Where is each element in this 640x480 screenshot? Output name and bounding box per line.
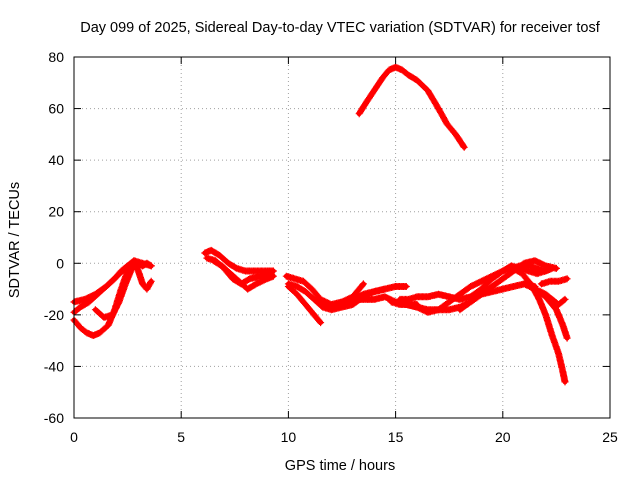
series-trace-5 xyxy=(201,246,277,275)
x-tick-label: 20 xyxy=(495,429,511,445)
x-tick-label: 5 xyxy=(177,429,185,445)
chart-title: Day 099 of 2025, Sidereal Day-to-day VTE… xyxy=(80,20,600,36)
data-series xyxy=(70,63,571,386)
y-tick-label: 20 xyxy=(48,204,64,220)
y-axis-label: SDTVAR / TECUs xyxy=(7,182,23,298)
series-trace-18 xyxy=(510,264,569,386)
x-tick-label: 15 xyxy=(388,429,404,445)
series-trace-7 xyxy=(209,257,277,293)
series-trace-10 xyxy=(284,283,325,327)
y-tick-label: 0 xyxy=(56,255,64,271)
y-tick-label: -40 xyxy=(44,358,64,374)
series-trace-21 xyxy=(537,275,571,288)
x-axis-label: GPS time / hours xyxy=(285,458,395,474)
series-markers xyxy=(537,275,571,288)
series-markers xyxy=(284,283,325,327)
series-trace-4 xyxy=(91,259,155,321)
x-tick-label: 0 xyxy=(70,429,78,445)
grid-lines xyxy=(74,57,610,418)
series-trace-13 xyxy=(355,63,468,151)
y-tick-label: -60 xyxy=(44,410,64,426)
series-markers xyxy=(531,285,569,308)
y-tick-label: 40 xyxy=(48,152,64,168)
series-markers xyxy=(201,246,277,275)
x-tick-label: 10 xyxy=(281,429,297,445)
plot-frame xyxy=(73,56,611,419)
series-markers xyxy=(355,63,468,151)
series-markers xyxy=(209,257,277,293)
x-tick-label: 25 xyxy=(602,429,618,445)
y-tick-label: -20 xyxy=(44,307,64,323)
series-markers xyxy=(91,259,155,321)
axis-ticks xyxy=(73,56,611,419)
axis-tick-labels: 0 5 10 15 20 25 -60 -40 -20 0 20 40 60 80 xyxy=(44,49,618,445)
y-tick-label: 60 xyxy=(48,101,64,117)
series-trace-20 xyxy=(531,285,569,308)
y-tick-label: 80 xyxy=(48,49,64,65)
